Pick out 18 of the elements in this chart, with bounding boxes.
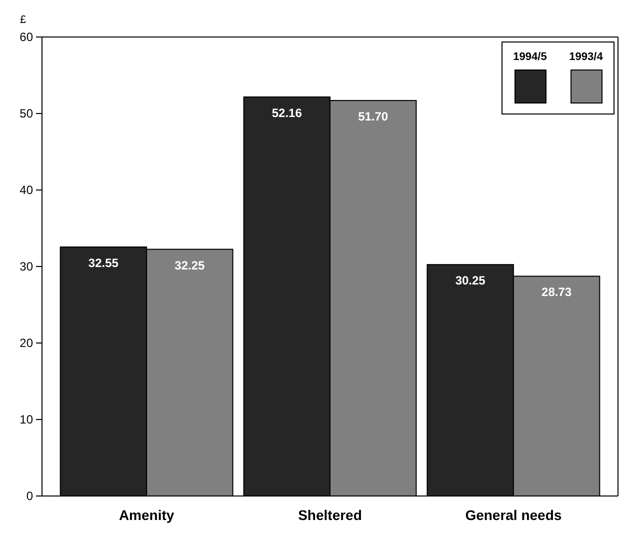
x-tick-label: Sheltered — [298, 507, 362, 523]
y-tick-label: 60 — [20, 30, 34, 44]
y-tick-label: 40 — [20, 183, 34, 198]
x-tick-label: General needs — [465, 507, 562, 523]
data-label: 30.25 — [455, 274, 486, 288]
data-label: 32.25 — [174, 258, 206, 272]
x-tick-label: Amenity — [118, 507, 174, 523]
data-label: 28.73 — [542, 285, 572, 300]
data-label: 51.70 — [358, 109, 388, 124]
y-tick-label: 10 — [20, 412, 34, 427]
legend: 1994/5 1993/4 — [502, 42, 614, 114]
data-label: 52.16 — [272, 106, 302, 120]
y-tick-label: 0 — [26, 489, 34, 504]
y-tick-label: 30 — [20, 260, 34, 274]
y-axis-title: £ — [20, 14, 26, 26]
data-label: 32.55 — [88, 256, 119, 270]
y-tick-label: 20 — [20, 336, 34, 350]
y-tick-label: 50 — [20, 106, 34, 121]
